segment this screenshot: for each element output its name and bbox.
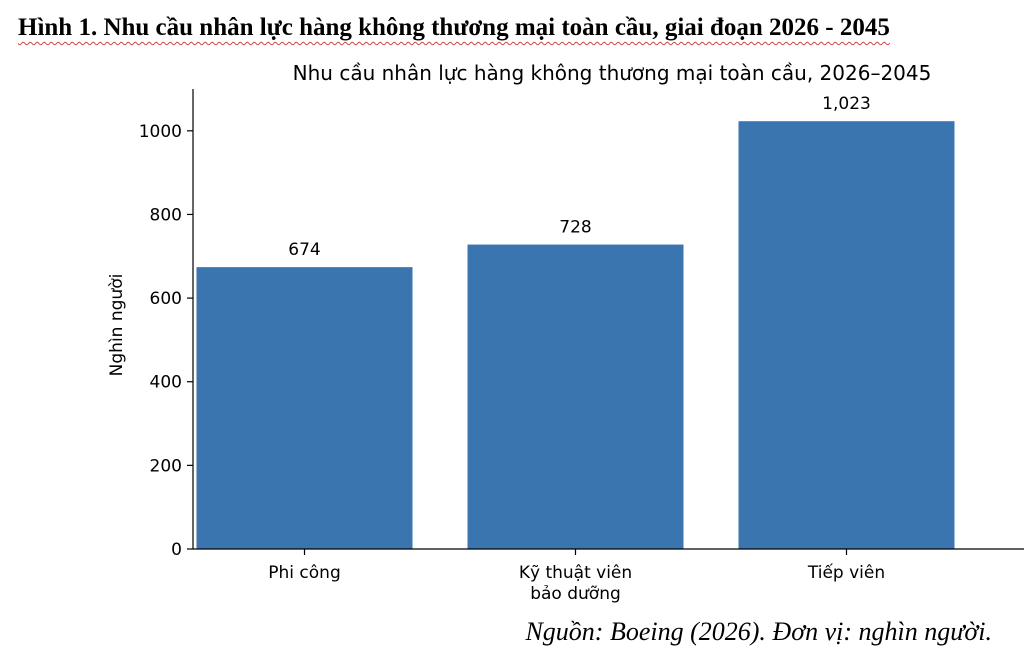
y-tick-label: 1000 bbox=[139, 122, 182, 142]
y-tick-label: 200 bbox=[150, 456, 182, 476]
x-tick-label: Kỹ thuật viên bảo dưỡng bbox=[519, 563, 632, 604]
y-tick-label: 600 bbox=[150, 289, 182, 309]
bar bbox=[196, 267, 413, 549]
chart-title: Nhu cầu nhân lực hàng không thương mại t… bbox=[293, 61, 932, 85]
bar bbox=[738, 121, 955, 549]
y-tick-label: 0 bbox=[171, 540, 182, 560]
y-tick-label: 400 bbox=[150, 373, 182, 393]
y-tick-label: 800 bbox=[150, 205, 182, 225]
y-axis-label: Nghìn người bbox=[107, 274, 127, 377]
figure-caption: Hình 1. Nhu cầu nhân lực hàng không thươ… bbox=[18, 14, 890, 41]
source-note: Nguồn: Boeing (2026). Đơn vị: nghìn ngườ… bbox=[525, 617, 992, 646]
bar-chart: Nhu cầu nhân lực hàng không thương mại t… bbox=[107, 61, 1024, 604]
bar-value-label: 674 bbox=[288, 240, 320, 260]
bar bbox=[467, 244, 684, 549]
x-tick-label: Tiếp viên bbox=[807, 562, 885, 583]
x-tick-label: Phi công bbox=[268, 563, 340, 583]
bar-value-label: 1,023 bbox=[822, 94, 871, 114]
bar-value-label: 728 bbox=[559, 218, 591, 238]
